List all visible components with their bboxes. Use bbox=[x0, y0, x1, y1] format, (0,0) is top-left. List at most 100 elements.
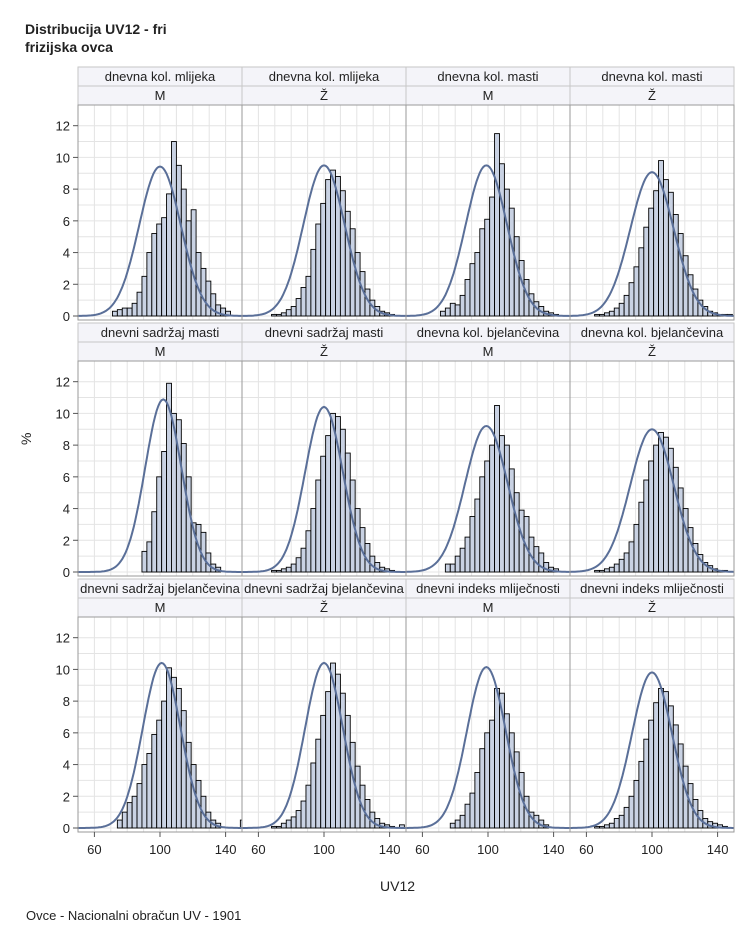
y-tick-label: 12 bbox=[56, 375, 70, 390]
histogram-bar bbox=[339, 692, 346, 829]
histogram-bar bbox=[484, 460, 491, 573]
y-tick-label: 12 bbox=[56, 119, 70, 134]
histogram-bar bbox=[131, 302, 138, 317]
panel-trait-label: dnevni sadržaj masti bbox=[265, 325, 384, 340]
panel-sex-label: Ž bbox=[648, 88, 656, 103]
histogram-bar bbox=[320, 202, 327, 317]
y-tick-label: 4 bbox=[63, 502, 70, 517]
histogram-bar bbox=[156, 476, 163, 573]
histogram-bar bbox=[180, 188, 187, 317]
histogram-bar bbox=[116, 819, 123, 829]
histogram-bar bbox=[171, 141, 177, 317]
histogram-bar bbox=[489, 444, 496, 573]
histogram-bar bbox=[618, 814, 625, 829]
histogram-bar bbox=[166, 193, 172, 317]
y-tick-label: 10 bbox=[56, 406, 70, 421]
histogram-bar bbox=[280, 822, 287, 829]
histogram-bar bbox=[479, 748, 486, 829]
panel-sex-label: Ž bbox=[320, 600, 328, 615]
histogram-bar bbox=[538, 552, 545, 573]
histogram-bar bbox=[643, 738, 650, 829]
histogram-bar bbox=[594, 825, 600, 829]
histogram-bar bbox=[200, 267, 207, 317]
histogram-bar bbox=[454, 555, 461, 573]
histogram-bar bbox=[349, 228, 356, 317]
panel-trait-label: dnevna kol. bjelančevina bbox=[417, 325, 560, 340]
histogram-bar bbox=[439, 310, 446, 317]
footnote: Ovce - Nacionalni obračun UV - 1901 bbox=[26, 908, 242, 923]
y-tick-label: 6 bbox=[63, 470, 70, 485]
panel-frame bbox=[569, 104, 735, 321]
x-tick-label: 60 bbox=[87, 842, 101, 857]
histogram-bar bbox=[146, 753, 153, 829]
histogram-bar bbox=[280, 312, 287, 317]
histogram-bar bbox=[459, 814, 466, 829]
histogram-bar bbox=[594, 313, 600, 317]
histogram-bar bbox=[141, 275, 148, 317]
normal-density-curve bbox=[570, 671, 734, 829]
histogram-bar bbox=[648, 207, 655, 317]
x-tick-label: 100 bbox=[313, 842, 335, 857]
histogram-bar bbox=[344, 452, 351, 573]
histogram-bar bbox=[682, 508, 689, 573]
histogram-bar bbox=[320, 714, 327, 829]
histogram-bar bbox=[513, 236, 520, 317]
histogram-bar bbox=[325, 691, 332, 829]
panel-sex-label: Ž bbox=[648, 344, 656, 359]
x-tick-label: 140 bbox=[379, 842, 401, 857]
histogram-bar bbox=[290, 306, 297, 317]
histogram-bar bbox=[479, 476, 486, 573]
histogram-bar bbox=[136, 783, 143, 829]
histogram-bar bbox=[271, 569, 277, 573]
normal-density-curve bbox=[242, 164, 406, 317]
normal-density-curve bbox=[569, 428, 735, 573]
x-tick-label: 100 bbox=[477, 842, 499, 857]
histogram-bar bbox=[633, 266, 640, 317]
histogram-bar bbox=[285, 309, 292, 317]
normal-density-curve bbox=[242, 405, 406, 573]
histogram-bar bbox=[479, 228, 486, 317]
histogram-bar bbox=[494, 405, 500, 573]
y-tick-label: 2 bbox=[63, 789, 70, 804]
histogram-bar bbox=[290, 816, 297, 829]
histogram-bar bbox=[454, 819, 461, 829]
panel-trait-label: dnevna kol. masti bbox=[437, 69, 538, 84]
histogram-bar bbox=[275, 825, 282, 829]
histogram-bar bbox=[494, 687, 500, 829]
histogram-bar bbox=[513, 492, 520, 573]
histogram-bar bbox=[653, 190, 660, 317]
chart-title-line-2: frizijska ovca bbox=[25, 39, 113, 55]
histogram-bar bbox=[474, 772, 481, 829]
histogram-bar bbox=[658, 431, 664, 573]
histogram-bar bbox=[503, 444, 510, 573]
histogram-bar bbox=[484, 732, 491, 829]
y-tick-label: 2 bbox=[63, 277, 70, 292]
histogram-bar bbox=[508, 468, 515, 573]
histogram-bar bbox=[205, 280, 212, 317]
histogram-bar bbox=[618, 302, 625, 317]
chart-title-line-1: Distribucija UV12 - fri bbox=[25, 21, 167, 37]
histogram-bar bbox=[603, 568, 610, 573]
histogram-bar bbox=[141, 764, 148, 829]
histogram-bar bbox=[599, 825, 605, 829]
panel-sex-label: Ž bbox=[320, 344, 328, 359]
histogram-bar bbox=[320, 455, 327, 573]
chart-title: Distribucija UV12 - fri frizijska ovca bbox=[25, 20, 167, 56]
histogram-bar bbox=[315, 738, 322, 829]
x-tick-label: 60 bbox=[579, 842, 593, 857]
histogram-bar bbox=[599, 569, 605, 573]
histogram-bar bbox=[315, 479, 322, 573]
histogram-bar bbox=[599, 313, 605, 317]
histogram-bar bbox=[305, 784, 312, 829]
histogram-bar bbox=[648, 719, 655, 829]
histogram-bar bbox=[111, 310, 118, 317]
histogram-bar bbox=[141, 550, 148, 573]
panel-trait-label: dnevni indeks mliječnosti bbox=[416, 581, 560, 596]
histogram-bar bbox=[295, 298, 302, 317]
y-tick-label: 2 bbox=[63, 533, 70, 548]
histogram-bar bbox=[315, 223, 322, 317]
histogram-bar bbox=[126, 307, 133, 317]
histogram-bar bbox=[295, 557, 302, 573]
histogram-bar bbox=[608, 566, 615, 573]
histogram-bar bbox=[275, 313, 282, 317]
